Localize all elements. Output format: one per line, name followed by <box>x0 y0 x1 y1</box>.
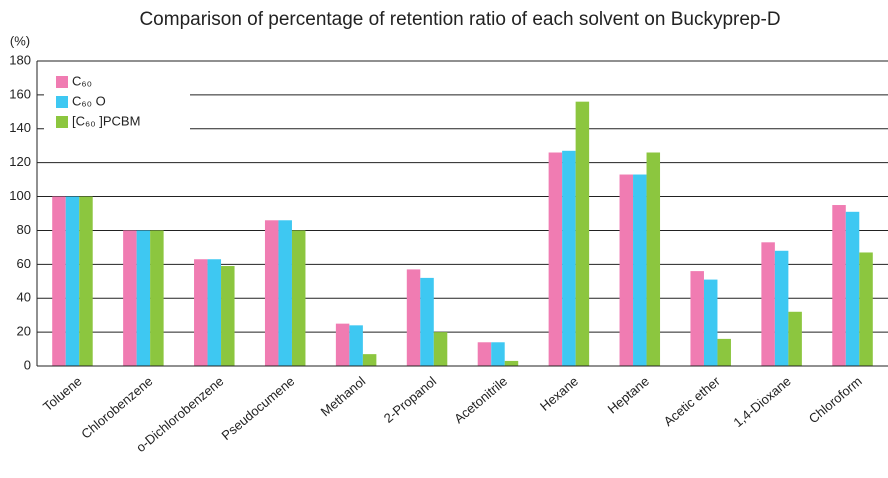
bar <box>362 354 377 366</box>
bar <box>65 196 80 366</box>
bar <box>194 259 208 366</box>
bar <box>420 277 434 366</box>
y-tick-label: 140 <box>9 120 31 135</box>
bar <box>788 311 802 366</box>
y-axis-label: (%) <box>10 33 30 48</box>
bar <box>703 279 718 366</box>
x-tick-label: Pseudocumene <box>218 373 297 443</box>
bar <box>761 242 775 366</box>
y-tick-label: 20 <box>17 324 31 339</box>
bar <box>406 269 421 366</box>
bar <box>619 174 634 366</box>
y-tick-label: 0 <box>24 357 31 372</box>
bar <box>150 230 164 366</box>
legend-swatch <box>56 116 68 128</box>
x-tick-label: Methanol <box>318 373 369 419</box>
x-tick-label: Acetic ether <box>661 373 724 429</box>
bar <box>264 220 279 366</box>
x-tick-label: Toluene <box>40 373 85 414</box>
legend-swatch <box>56 76 68 88</box>
bar <box>221 266 235 366</box>
bar <box>349 325 363 366</box>
bar <box>278 220 292 366</box>
bar <box>491 342 505 366</box>
bar <box>633 174 647 366</box>
bar <box>562 150 576 366</box>
x-tick-label: Heptane <box>605 373 652 416</box>
bar <box>335 323 350 366</box>
y-tick-label: 80 <box>17 222 31 237</box>
bar <box>433 332 448 366</box>
legend-swatch <box>56 96 68 108</box>
x-tick-label: 2-Propanol <box>381 373 439 425</box>
bar <box>548 152 563 366</box>
legend-label: [C₆₀ ]PCBM <box>72 113 140 128</box>
chart-title: Comparison of percentage of retention ra… <box>139 9 780 30</box>
bar <box>845 211 860 366</box>
y-tick-label: 120 <box>9 154 31 169</box>
bar <box>291 230 306 366</box>
bar <box>136 230 151 366</box>
x-tick-label: 1,4-Dioxane <box>730 373 793 430</box>
x-tick-label: Acetonitrile <box>451 373 510 426</box>
bar <box>79 196 93 366</box>
bar <box>52 196 66 366</box>
y-tick-label: 160 <box>9 86 31 101</box>
bar <box>774 250 789 366</box>
x-tick-label: Chlorobenzene <box>78 373 155 441</box>
bar <box>832 205 846 366</box>
x-tick-label: Hexane <box>537 373 581 413</box>
y-tick-label: 180 <box>9 52 31 67</box>
bar <box>207 259 222 366</box>
bar <box>717 338 731 366</box>
y-tick-label: 40 <box>17 290 31 305</box>
bar <box>123 230 137 366</box>
bar <box>859 252 873 366</box>
bar <box>504 360 519 366</box>
bar <box>477 342 492 366</box>
x-tick-label: Chloroform <box>806 373 865 426</box>
legend-label: C₆₀ O <box>72 93 106 108</box>
legend-label: C₆₀ <box>72 73 92 88</box>
legend-box <box>44 70 190 136</box>
bar <box>646 152 661 366</box>
y-tick-label: 60 <box>17 256 31 271</box>
y-tick-label: 100 <box>9 188 31 203</box>
bar <box>575 101 590 367</box>
bar <box>690 271 704 366</box>
